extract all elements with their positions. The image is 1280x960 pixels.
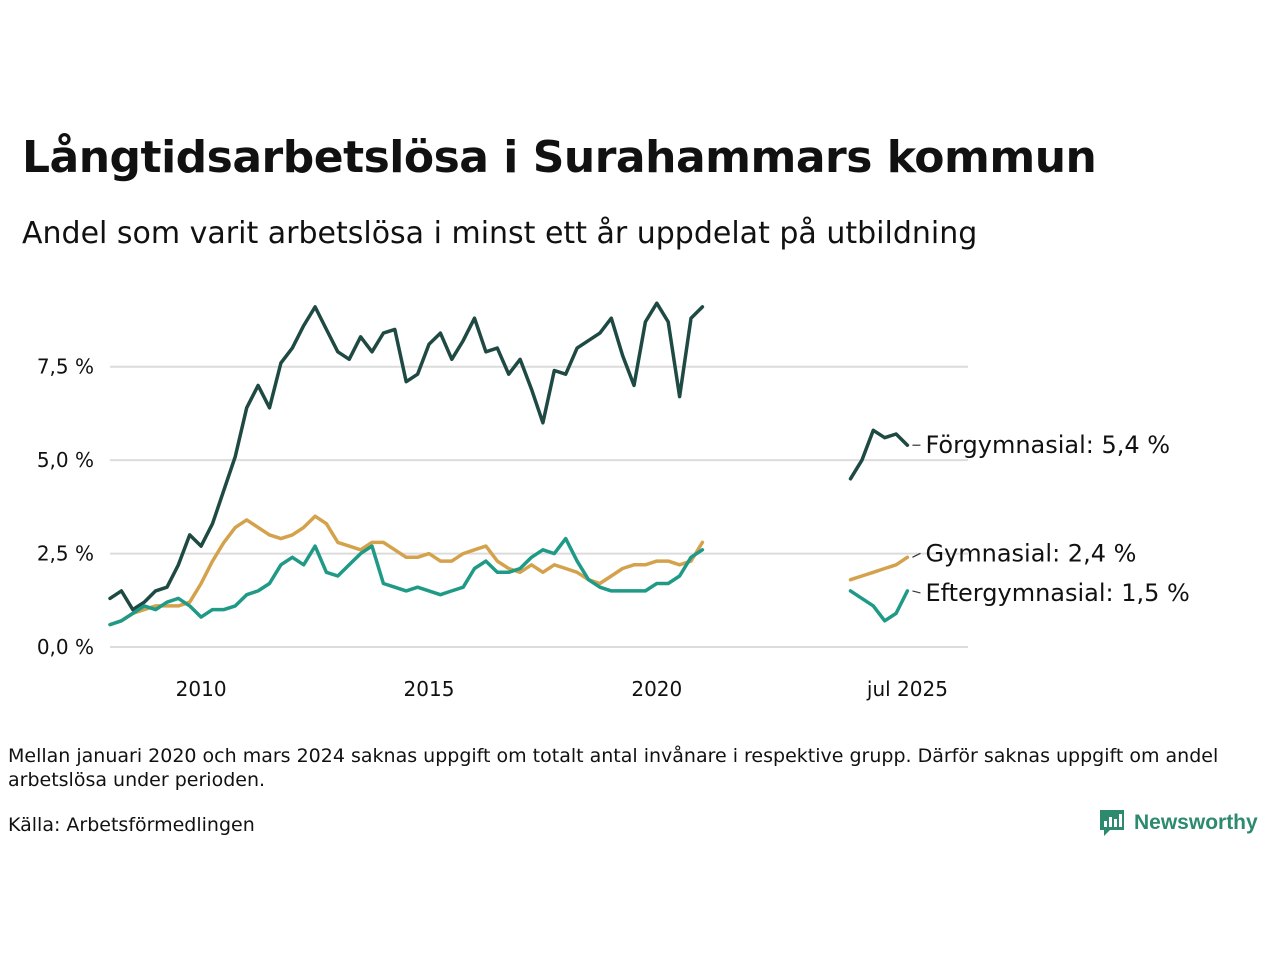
series-line-gymnasial (848, 555, 910, 582)
x-tick-label: jul 2025 (866, 677, 948, 701)
y-tick-label: 5,0 % (37, 448, 94, 472)
bar-chart-icon (1100, 810, 1124, 836)
x-tick-label: 2015 (404, 677, 455, 701)
y-axis-ticks: 0,0 % 2,5 % 5,0 % 7,5 % (37, 355, 94, 659)
x-tick-label: 2010 (176, 677, 227, 701)
label-connector (912, 552, 921, 558)
x-tick-label: 2020 (631, 677, 682, 701)
y-tick-label: 2,5 % (37, 542, 94, 566)
series-line-förgymnasial (108, 301, 705, 612)
newsworthy-logo: Newsworthy (1098, 808, 1258, 838)
chart-title: Långtidsarbetslösa i Surahammars kommun (22, 132, 1097, 183)
label-connector (912, 590, 921, 594)
chart-subtitle: Andel som varit arbetslösa i minst ett å… (22, 216, 978, 251)
y-tick-label: 7,5 % (37, 355, 94, 379)
logo-text: Newsworthy (1134, 811, 1258, 834)
series-label-förgymnasial: Förgymnasial: 5,4 % (925, 431, 1170, 459)
series-line-förgymnasial (848, 428, 910, 481)
gridlines (110, 365, 968, 648)
series-label-gymnasial: Gymnasial: 2,4 % (925, 539, 1136, 567)
y-tick-label: 0,0 % (37, 635, 94, 659)
footnote: Mellan januari 2020 och mars 2024 saknas… (8, 745, 1219, 791)
series-label-eftergymnasial: Eftergymnasial: 1,5 % (925, 579, 1189, 607)
series-line-gymnasial (108, 514, 705, 627)
series-lines (108, 301, 910, 627)
x-axis-ticks: 2010 2015 2020 jul 2025 (176, 677, 948, 701)
series-line-eftergymnasial (848, 589, 910, 623)
series-labels: Förgymnasial: 5,4 % Gymnasial: 2,4 % Efter… (912, 431, 1190, 607)
series-line-eftergymnasial (108, 536, 705, 627)
source-text: Källa: Arbetsförmedlingen (8, 814, 255, 836)
